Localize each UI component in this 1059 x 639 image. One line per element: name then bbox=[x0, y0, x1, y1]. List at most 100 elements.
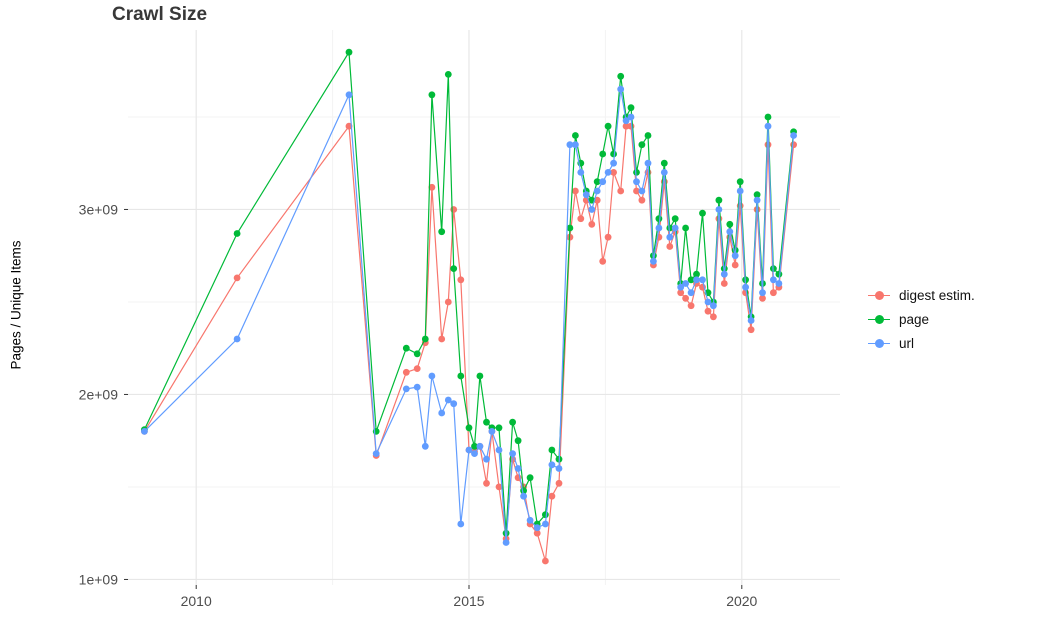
data-point-url bbox=[715, 206, 723, 213]
data-point-digest-estim- bbox=[720, 280, 728, 287]
data-point-url bbox=[655, 224, 663, 232]
data-point-page bbox=[666, 224, 674, 232]
data-point-page bbox=[548, 446, 556, 454]
data-point-digest-estim- bbox=[233, 274, 241, 282]
data-point-page bbox=[476, 372, 484, 380]
data-point-url bbox=[633, 178, 640, 186]
x-tick-label: 2020 bbox=[726, 593, 757, 609]
data-point-url bbox=[542, 520, 549, 528]
data-point-page bbox=[542, 511, 549, 519]
data-point-page bbox=[593, 178, 601, 186]
data-point-digest-estim- bbox=[604, 233, 612, 241]
data-point-page bbox=[444, 71, 452, 78]
data-point-digest-estim- bbox=[588, 220, 596, 228]
data-point-page bbox=[526, 474, 534, 482]
data-point-digest-estim- bbox=[555, 479, 563, 487]
data-point-digest-estim- bbox=[633, 187, 640, 195]
data-point-page bbox=[428, 91, 436, 99]
data-point-url bbox=[566, 141, 574, 149]
data-point-page bbox=[495, 424, 503, 432]
data-point-page bbox=[514, 437, 522, 445]
data-point-page bbox=[753, 191, 761, 199]
legend-key-dot bbox=[868, 289, 890, 303]
legend-key-dot bbox=[868, 313, 890, 327]
data-point-digest-estim- bbox=[638, 196, 646, 204]
data-point-page bbox=[604, 122, 612, 130]
data-point-url bbox=[476, 442, 484, 450]
legend-label: page bbox=[899, 312, 930, 327]
data-point-page bbox=[655, 215, 663, 223]
data-point-url bbox=[764, 122, 772, 130]
x-tick-label: 2010 bbox=[181, 593, 212, 609]
legend-label: url bbox=[899, 336, 915, 351]
data-point-digest-estim- bbox=[450, 206, 458, 213]
data-point-url bbox=[577, 169, 585, 176]
data-point-url bbox=[413, 383, 421, 391]
data-point-digest-estim- bbox=[577, 215, 585, 223]
data-point-page bbox=[509, 418, 516, 426]
data-point-url bbox=[747, 317, 755, 324]
data-point-url bbox=[650, 257, 657, 265]
data-point-url bbox=[731, 252, 739, 260]
data-point-digest-estim- bbox=[444, 298, 452, 306]
data-point-url bbox=[345, 91, 353, 99]
data-point-url bbox=[693, 276, 700, 284]
data-point-page bbox=[693, 270, 700, 278]
data-point-url bbox=[742, 283, 749, 291]
data-point-digest-estim- bbox=[759, 294, 766, 302]
data-point-digest-estim- bbox=[747, 326, 755, 334]
data-point-page bbox=[438, 228, 446, 236]
legend-key-dot bbox=[868, 337, 890, 351]
data-point-url bbox=[509, 450, 516, 457]
data-point-digest-estim- bbox=[682, 294, 689, 302]
data-point-digest-estim- bbox=[687, 302, 695, 310]
data-point-url bbox=[555, 465, 563, 472]
data-point-digest-estim- bbox=[428, 183, 436, 191]
data-point-url bbox=[666, 233, 674, 241]
data-point-url bbox=[638, 187, 646, 195]
data-point-url bbox=[502, 539, 510, 546]
data-point-url bbox=[438, 409, 446, 417]
data-point-url bbox=[790, 132, 797, 139]
data-point-page bbox=[465, 424, 473, 432]
data-point-url bbox=[582, 191, 590, 199]
y-tick-label: 1e+09 bbox=[79, 571, 119, 587]
y-tick-label: 3e+09 bbox=[79, 201, 119, 217]
data-point-url bbox=[402, 385, 410, 393]
data-point-digest-estim- bbox=[790, 141, 797, 149]
data-point-page bbox=[633, 169, 640, 176]
data-point-digest-estim- bbox=[533, 529, 541, 537]
data-point-page bbox=[764, 113, 772, 121]
data-point-url bbox=[687, 289, 695, 297]
data-point-page bbox=[413, 350, 421, 358]
data-point-page bbox=[699, 209, 706, 217]
data-point-url bbox=[548, 461, 556, 469]
data-point-page bbox=[457, 372, 465, 380]
data-point-url bbox=[593, 187, 601, 195]
data-point-url bbox=[483, 455, 490, 463]
data-point-digest-estim- bbox=[622, 122, 630, 130]
data-point-url bbox=[753, 196, 761, 204]
data-point-digest-estim- bbox=[438, 335, 446, 343]
data-point-url bbox=[775, 280, 783, 287]
data-point-page bbox=[660, 159, 668, 167]
data-point-digest-estim- bbox=[413, 365, 421, 372]
data-point-digest-estim- bbox=[770, 289, 777, 297]
data-point-page bbox=[627, 104, 635, 112]
data-point-digest-estim- bbox=[542, 557, 549, 565]
data-point-url bbox=[572, 141, 579, 149]
data-point-url bbox=[526, 516, 534, 524]
data-point-url bbox=[233, 335, 241, 343]
data-point-page bbox=[566, 224, 574, 232]
data-point-url bbox=[488, 428, 496, 435]
data-point-url bbox=[759, 289, 766, 297]
data-point-url bbox=[421, 442, 429, 450]
data-point-url bbox=[720, 270, 728, 278]
data-point-digest-estim- bbox=[764, 141, 772, 149]
data-point-digest-estim- bbox=[704, 307, 712, 315]
legend-item-2: url bbox=[868, 336, 975, 351]
data-point-url bbox=[141, 428, 148, 435]
data-point-page bbox=[775, 270, 783, 278]
data-point-page bbox=[610, 150, 617, 158]
